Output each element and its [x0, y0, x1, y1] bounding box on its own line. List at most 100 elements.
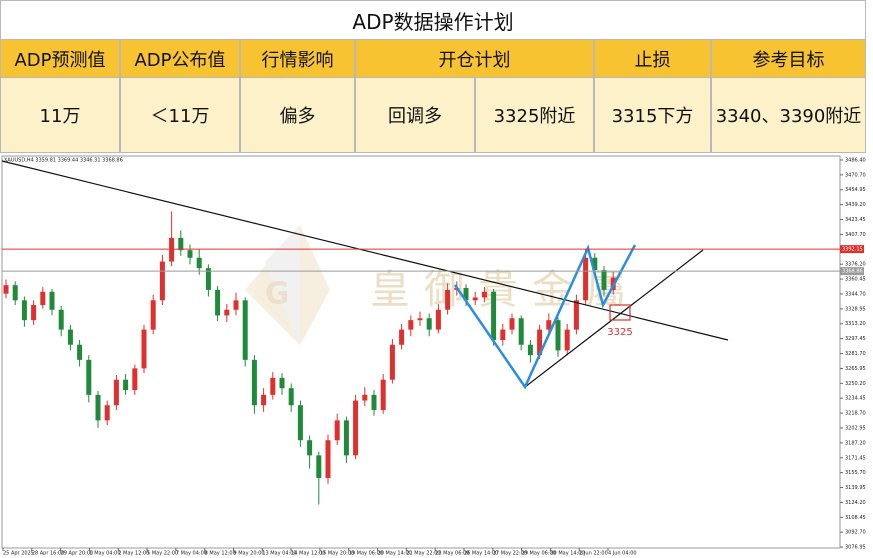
candle-body — [279, 377, 285, 389]
candle-body — [3, 285, 9, 294]
column-header: 参考目标 — [711, 39, 866, 78]
candle-body — [408, 320, 414, 330]
table-title: ADP数据操作计划 — [0, 0, 866, 40]
x-tick-label: 21 May 22:00 — [406, 551, 440, 557]
candle-body — [21, 300, 27, 321]
y-tick-label: 3234.45 — [845, 396, 866, 402]
plot-frame — [1, 155, 841, 549]
candle-body — [389, 344, 395, 380]
candle-body — [132, 368, 138, 391]
candle-body — [417, 318, 423, 321]
y-tick-label: 3281.70 — [845, 351, 866, 357]
x-tick-label: 2 May 12:00 — [118, 551, 149, 557]
x-tick-label: 15 May 20:00 — [320, 551, 354, 557]
candle-body — [546, 320, 552, 330]
column-header: ADP预测值 — [0, 39, 120, 78]
x-tick-label: 26 May 14:00 — [464, 551, 498, 557]
x-tick-label: 27 May 22:00 — [493, 551, 527, 557]
y-tick-label: 3076.95 — [845, 545, 866, 551]
table-cell: 3315下方 — [594, 77, 711, 153]
x-tick-label: 5 May 22:00 — [147, 551, 178, 557]
x-tick-label: 2 Jun 22:00 — [579, 551, 608, 557]
chart: G 皇御貴金屬 XAUUSD,H4 3359.81 3369.44 3346.3… — [1, 155, 866, 557]
y-tick-label: 3313.20 — [845, 321, 866, 327]
candle-body — [67, 329, 73, 345]
candle-body — [215, 289, 221, 316]
x-tick-label: 19 May 06:00 — [349, 551, 383, 557]
candle-body — [601, 270, 607, 290]
y-tick-label: 3439.20 — [845, 202, 866, 208]
table-cell: 11万 — [0, 77, 120, 153]
x-tick-label: 14 May 12:00 — [291, 551, 325, 557]
candle-body — [583, 257, 589, 301]
candle-body — [334, 420, 340, 441]
y-tick-label: 3265.95 — [845, 366, 866, 372]
candle-body — [316, 455, 322, 479]
candle-body — [251, 359, 257, 406]
y-tick-label: 3407.70 — [845, 232, 866, 238]
y-tick-label: 3139.95 — [845, 485, 866, 491]
candle-body — [564, 329, 570, 351]
y-tick-label: 3328.95 — [845, 306, 866, 312]
candle-body — [159, 261, 165, 301]
candle-body — [270, 377, 276, 395]
candle-body — [95, 394, 101, 421]
x-tick-label: 7 May 04:00 — [176, 551, 207, 557]
candle-body — [592, 257, 598, 271]
x-tick-label: 1 May 04:00 — [89, 551, 120, 557]
y-tick-label: 3297.45 — [845, 336, 866, 342]
x-tick-label: 30 May 14:00 — [550, 551, 584, 557]
price-tag-label: 3392.15 — [842, 247, 863, 253]
y-tick-label: 3092.70 — [845, 530, 866, 536]
candle-body — [435, 309, 441, 330]
candle-body — [205, 268, 211, 290]
x-tick-label: 4 Jun 04:00 — [608, 551, 637, 557]
column-header: ADP公布值 — [120, 39, 240, 78]
candle-body — [196, 257, 202, 269]
y-tick-label: 3470.70 — [845, 172, 866, 178]
table-cell: 偏多 — [240, 77, 355, 153]
y-tick-label: 3250.20 — [845, 381, 866, 387]
x-tick-label: 23 May 06:00 — [435, 551, 469, 557]
price-tag — [840, 245, 864, 254]
x-tick-label: 25 Apr 2025 — [3, 551, 34, 557]
candle-body — [242, 300, 248, 360]
candle-body — [178, 237, 184, 251]
candle-body — [297, 405, 303, 441]
y-tick-label: 3202.95 — [845, 425, 866, 431]
table-cell: 3325附近 — [475, 77, 594, 153]
candle-body — [343, 420, 349, 456]
candle-body — [518, 318, 524, 345]
candle-body — [362, 394, 368, 401]
y-tick-label: 3360.45 — [845, 277, 866, 283]
trend-lines — [1, 160, 729, 390]
annotation: 3325 — [607, 327, 632, 338]
y-tick-label: 3376.20 — [845, 262, 866, 268]
candle-body — [224, 309, 230, 316]
candle-body — [12, 285, 18, 301]
candle-body — [123, 379, 129, 391]
candle-body — [472, 297, 478, 301]
candle-body — [169, 237, 175, 262]
y-tick-label: 3124.20 — [845, 500, 866, 506]
price-tag-label: 3368.86 — [842, 269, 863, 275]
candle-body — [141, 329, 147, 369]
price-tag — [840, 267, 864, 276]
candle-body — [353, 400, 359, 456]
x-tick-label: 9 May 20:00 — [233, 551, 264, 557]
candle-body — [380, 379, 386, 410]
candle-body — [399, 329, 405, 345]
candle-body — [325, 440, 331, 479]
candle-body — [445, 289, 451, 310]
y-tick-label: 3108.45 — [845, 515, 866, 521]
table-cell: ＜11万 — [120, 77, 240, 153]
candle-body — [77, 344, 83, 360]
candle-body — [31, 305, 37, 321]
candle-body — [150, 300, 156, 330]
y-tick-label: 3187.20 — [845, 440, 866, 446]
y-tick-label: 3486.40 — [845, 158, 866, 164]
candle-body — [187, 250, 193, 258]
candle-body — [288, 388, 294, 406]
x-tick-label: 28 Apr 16:00 — [32, 551, 65, 557]
